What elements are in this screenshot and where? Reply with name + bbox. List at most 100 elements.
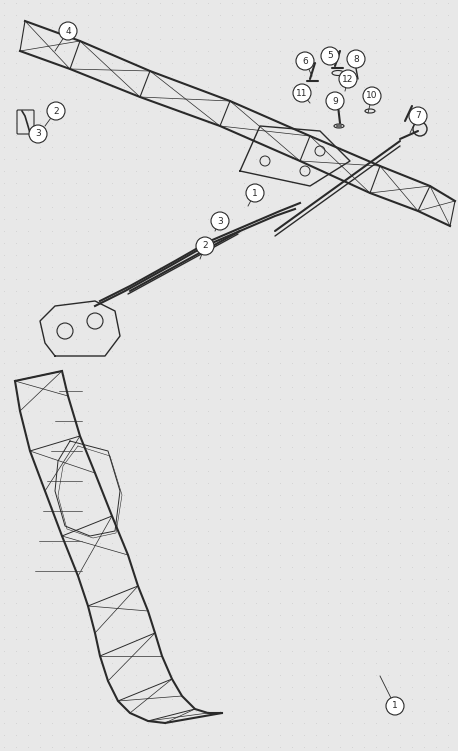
Point: [276, 393, 284, 405]
Point: [276, 573, 284, 585]
Point: [24, 213, 32, 225]
Point: [420, 741, 428, 751]
Point: [264, 585, 272, 597]
Point: [349, 81, 356, 93]
Point: [420, 273, 428, 285]
Point: [204, 405, 212, 417]
Point: [156, 165, 164, 177]
Point: [384, 429, 392, 441]
Point: [180, 321, 188, 333]
Point: [252, 105, 260, 117]
Point: [0, 465, 8, 477]
Point: [289, 93, 296, 105]
Point: [109, 225, 116, 237]
Point: [432, 261, 440, 273]
Point: [156, 525, 164, 537]
Point: [216, 225, 224, 237]
Point: [229, 453, 236, 465]
Point: [409, 525, 416, 537]
Point: [24, 513, 32, 525]
Point: [144, 609, 152, 621]
Point: [264, 9, 272, 21]
Point: [72, 441, 80, 453]
Point: [349, 141, 356, 153]
Point: [144, 429, 152, 441]
Point: [169, 0, 176, 9]
Point: [300, 369, 308, 381]
Point: [409, 405, 416, 417]
Point: [24, 705, 32, 717]
Point: [396, 261, 403, 273]
Point: [349, 345, 356, 357]
Point: [384, 633, 392, 645]
Point: [409, 369, 416, 381]
Point: [84, 213, 92, 225]
Point: [60, 585, 68, 597]
Point: [264, 261, 272, 273]
Point: [192, 273, 200, 285]
Point: [60, 489, 68, 501]
Point: [300, 321, 308, 333]
Point: [156, 129, 164, 141]
Point: [229, 513, 236, 525]
Point: [109, 165, 116, 177]
Point: [156, 225, 164, 237]
Point: [49, 201, 56, 213]
Point: [84, 405, 92, 417]
Point: [120, 585, 128, 597]
Point: [144, 261, 152, 273]
Point: [444, 741, 452, 751]
Point: [169, 561, 176, 573]
Point: [240, 69, 248, 81]
Point: [36, 429, 44, 441]
Point: [409, 297, 416, 309]
Point: [349, 165, 356, 177]
Point: [84, 177, 92, 189]
Point: [109, 741, 116, 751]
Point: [289, 597, 296, 609]
Point: [169, 57, 176, 69]
Point: [204, 549, 212, 561]
Point: [444, 561, 452, 573]
Point: [96, 669, 104, 681]
Point: [276, 165, 284, 177]
Point: [60, 369, 68, 381]
Point: [360, 261, 368, 273]
Point: [300, 21, 308, 33]
Point: [312, 129, 320, 141]
Point: [96, 537, 104, 549]
Point: [72, 93, 80, 105]
Point: [144, 309, 152, 321]
Point: [0, 741, 8, 751]
Point: [229, 609, 236, 621]
Point: [216, 381, 224, 393]
Point: [336, 201, 344, 213]
Point: [240, 249, 248, 261]
Point: [432, 393, 440, 405]
Point: [289, 345, 296, 357]
Point: [169, 489, 176, 501]
Point: [336, 45, 344, 57]
Point: [360, 201, 368, 213]
Point: [252, 489, 260, 501]
Point: [336, 297, 344, 309]
Point: [72, 141, 80, 153]
Point: [312, 105, 320, 117]
Point: [276, 9, 284, 21]
Point: [312, 9, 320, 21]
Point: [409, 549, 416, 561]
Point: [312, 417, 320, 429]
Point: [180, 405, 188, 417]
Point: [384, 477, 392, 489]
Point: [336, 693, 344, 705]
Point: [144, 669, 152, 681]
Point: [229, 297, 236, 309]
Point: [169, 261, 176, 273]
Point: [300, 549, 308, 561]
Point: [360, 309, 368, 321]
Point: [109, 93, 116, 105]
Point: [336, 597, 344, 609]
Point: [60, 381, 68, 393]
Point: [49, 417, 56, 429]
Point: [72, 681, 80, 693]
